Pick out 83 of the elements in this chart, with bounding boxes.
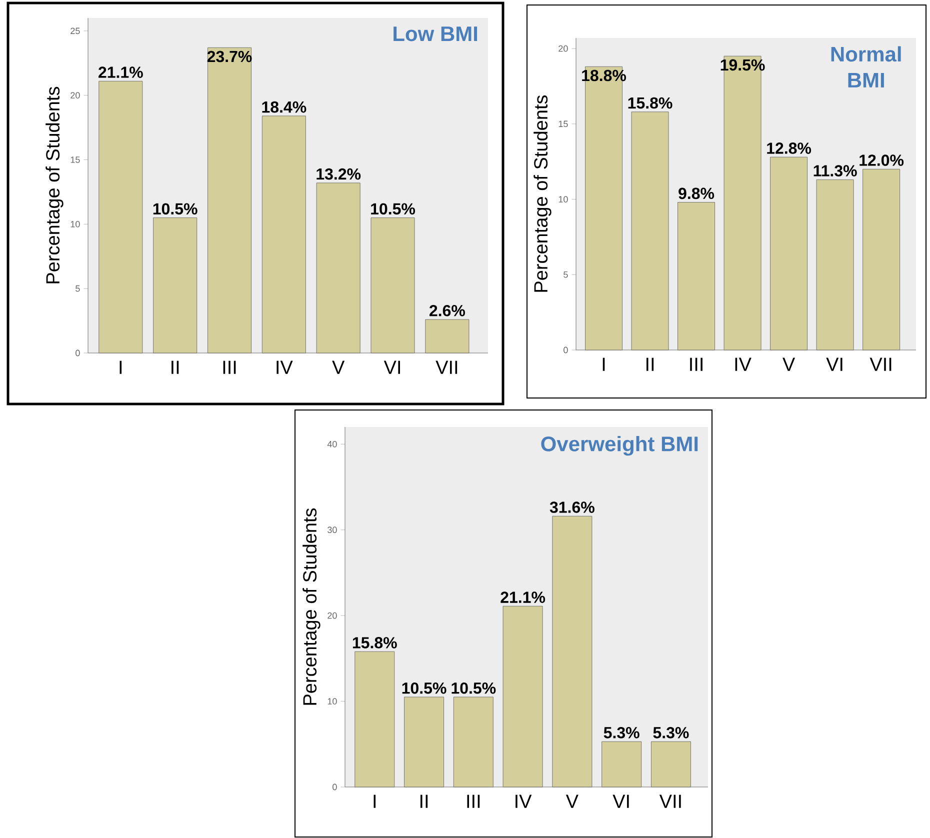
data-label: 23.7% [207, 50, 252, 62]
y-tick-label: 40 [327, 440, 337, 448]
y-tick-label: 20 [70, 92, 80, 99]
bar [602, 741, 642, 788]
bar [153, 218, 198, 354]
bar [552, 516, 592, 788]
x-tick-label: II [172, 360, 179, 374]
bar [453, 696, 494, 788]
text: Normal BMI [831, 46, 901, 88]
bar [816, 179, 854, 350]
bar [404, 696, 444, 788]
bar [678, 202, 715, 350]
y-tick-label: 15 [70, 156, 80, 163]
y-tick-label: 30 [328, 526, 337, 534]
x-tick-label: IV [735, 358, 752, 371]
data-label: 10.5% [452, 682, 496, 694]
data-label: 15.8% [352, 637, 397, 648]
data-label: 12.8% [767, 142, 812, 154]
chart-title: Overweight BMI [541, 436, 698, 456]
x-tick-label: V [332, 360, 345, 374]
data-label: 5.3% [653, 727, 689, 738]
x-tick-label: V [782, 358, 796, 371]
data-label: 31.6% [550, 502, 594, 513]
x-tick-label: III [223, 360, 236, 374]
y-tick-label: 5 [76, 285, 80, 292]
x-tick-label: VII [436, 360, 458, 374]
data-label: 2.6% [430, 304, 465, 316]
data-label: 18.4% [262, 101, 306, 113]
x-tick-label: IV [276, 360, 293, 374]
data-label: 10.5% [402, 682, 446, 694]
bar [262, 116, 306, 354]
x-tick-label: IV [516, 794, 532, 808]
data-label: 9.8% [678, 188, 714, 200]
bar [770, 156, 808, 350]
x-tick-label: I [120, 360, 122, 374]
y-axis-title: Percentage of Students [302, 508, 320, 705]
x-tick-label: I [602, 358, 605, 371]
data-label: 18.8% [582, 70, 626, 82]
y-tick-label: 15 [558, 120, 568, 128]
data-label: 21.1% [500, 592, 546, 603]
data-label: 21.1% [98, 66, 143, 78]
data-label: 13.2% [316, 168, 361, 180]
bar [370, 218, 415, 354]
y-tick-label: 20 [558, 45, 568, 52]
x-tick-label: V [566, 794, 578, 808]
x-tick-label: VII [870, 358, 892, 371]
x-tick-label: II [646, 358, 654, 371]
y-tick-label: 25 [70, 28, 80, 34]
x-tick-label: VI [612, 794, 629, 808]
bar [316, 182, 360, 354]
y-tick-label: 10 [70, 220, 80, 228]
data-label: 5.3% [604, 727, 640, 738]
bar [425, 319, 470, 354]
x-tick-label: II [420, 794, 428, 808]
y-tick-label: 5 [564, 271, 568, 278]
x-tick-label: VI [826, 358, 842, 371]
y-axis-title: Percentage of Students [534, 95, 552, 292]
x-tick-label: III [690, 358, 702, 371]
x-tick-label: VI [384, 360, 400, 374]
y-tick-label: 0 [564, 346, 568, 354]
chart-title: Low BMI [394, 26, 478, 42]
y-axis-title: Percentage of Students [46, 86, 64, 284]
bar [98, 80, 143, 354]
y-tick-label: 10 [328, 698, 337, 704]
bar [631, 112, 669, 350]
data-label: 19.5% [720, 59, 765, 71]
x-tick-label: VII [659, 794, 681, 808]
data-label: 10.5% [371, 203, 416, 215]
bar [862, 168, 900, 350]
y-tick-label: 10 [558, 196, 568, 202]
data-label: 12.0% [860, 154, 904, 166]
x-tick-label: I [374, 794, 376, 808]
y-tick-label: 0 [332, 784, 337, 790]
y-tick-label: 20 [328, 612, 337, 619]
bar [354, 651, 395, 788]
y-tick-label: 0 [76, 350, 80, 356]
bar [651, 741, 691, 788]
data-label: 11.3% [814, 165, 857, 176]
data-label: 10.5% [153, 203, 198, 215]
x-tick-label: III [467, 794, 480, 808]
bar [502, 606, 543, 788]
data-label: 15.8% [628, 97, 672, 109]
bar [208, 47, 252, 354]
